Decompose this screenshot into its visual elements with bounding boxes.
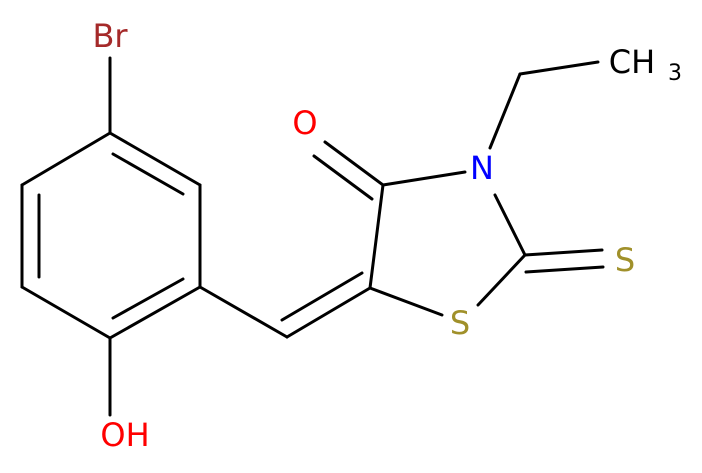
bond xyxy=(285,286,372,339)
bond xyxy=(108,285,202,340)
bond xyxy=(524,265,605,274)
bond xyxy=(518,60,600,76)
atom-label: Br xyxy=(92,17,128,55)
bond xyxy=(381,170,467,187)
atom-label: S xyxy=(450,304,470,342)
bond xyxy=(368,286,444,317)
bonds xyxy=(20,56,605,417)
bond xyxy=(111,277,185,320)
atom-subscript: 3 xyxy=(668,61,682,86)
bond xyxy=(111,152,185,196)
bond xyxy=(20,285,112,340)
atom-label: N xyxy=(470,149,494,187)
bond xyxy=(280,271,364,322)
bond xyxy=(312,154,374,201)
bond xyxy=(323,140,385,187)
atom-label: O xyxy=(292,104,317,142)
bond xyxy=(493,193,527,257)
atom-label: S xyxy=(615,241,635,279)
atom-label: OH xyxy=(100,416,149,454)
bond xyxy=(198,285,289,339)
bond xyxy=(523,248,604,257)
bond xyxy=(488,72,522,150)
bond xyxy=(368,183,385,290)
bond xyxy=(108,131,202,187)
atom-labels: Br OH O N S S CH 3 xyxy=(92,17,682,454)
bond xyxy=(476,253,527,307)
atom-label: CH xyxy=(609,43,655,81)
bond xyxy=(20,131,112,187)
